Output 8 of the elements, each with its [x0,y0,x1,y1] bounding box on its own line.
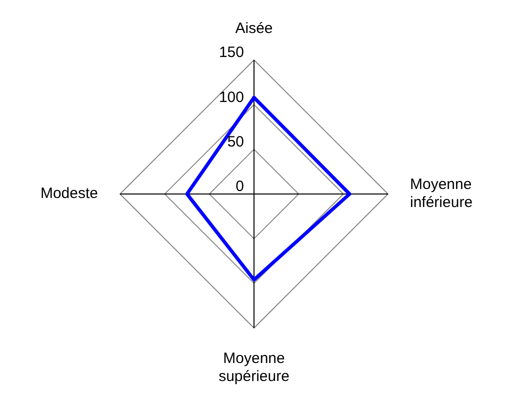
spoke-label: Modeste [40,185,98,202]
spoke-label: Moyenne supérieure [218,350,290,386]
spoke-label: Aisée [235,20,273,38]
y-tick-label: 50 [227,133,244,150]
y-tick-label: 0 [236,178,244,196]
y-tick-label: 150 [218,44,244,62]
y-tick-label: 100 [218,88,244,106]
spoke-label: Moyenne inférieure [410,176,473,212]
